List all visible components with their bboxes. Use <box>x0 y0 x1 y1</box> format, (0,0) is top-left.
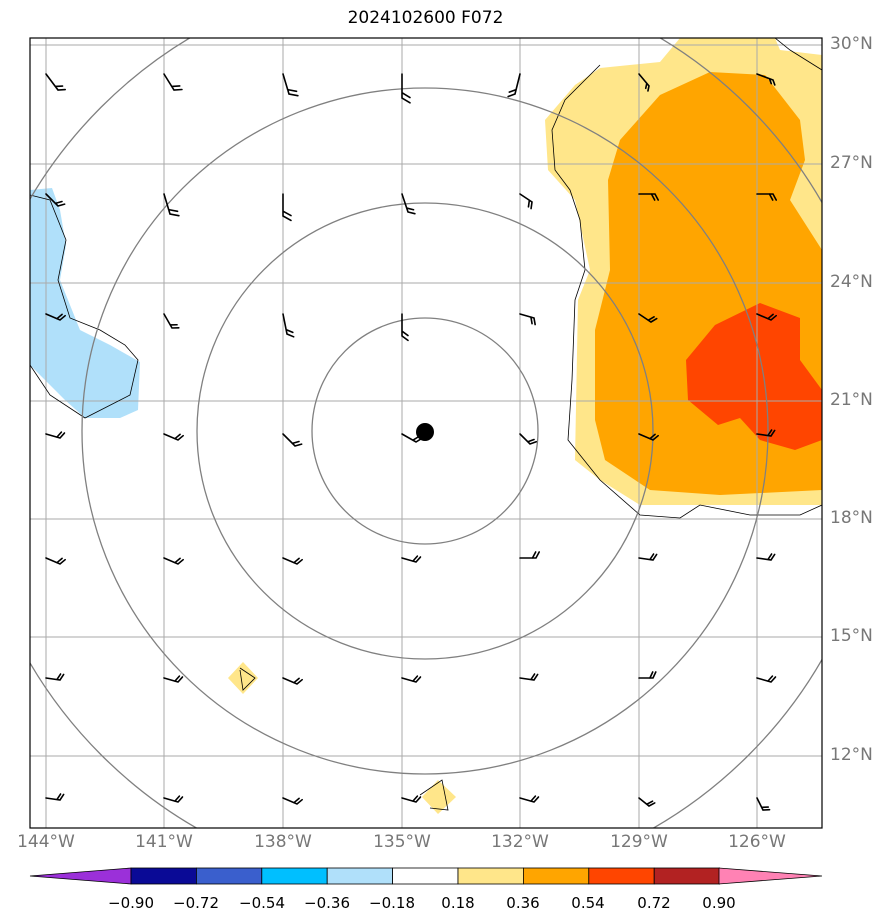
graticule <box>30 38 822 828</box>
colorbar-tick-label: −0.36 <box>304 894 350 912</box>
colorbar-segment <box>588 867 655 885</box>
lon-label: 129°W <box>610 832 668 852</box>
wind-barb <box>163 795 184 803</box>
wind-barb <box>45 431 66 439</box>
colorbar-tick-label: 0.36 <box>506 894 540 912</box>
colorbar-tick-label: −0.54 <box>239 894 285 912</box>
colorbar <box>29 867 823 885</box>
range-rings <box>30 38 822 828</box>
storm-center-marker <box>416 423 434 441</box>
colorbar-segment <box>653 867 721 885</box>
lon-label: 141°W <box>135 832 193 852</box>
colorbar-tick-label: 0.18 <box>441 894 475 912</box>
wind-barb <box>401 193 416 215</box>
wind-barb <box>45 313 66 321</box>
colorbar-segment <box>29 867 132 885</box>
wind-barb <box>163 73 183 91</box>
lon-label: 135°W <box>373 832 431 852</box>
wind-barb <box>756 553 776 561</box>
wind-barb <box>756 675 777 683</box>
wind-barb <box>638 73 650 92</box>
wind-barb <box>163 675 184 683</box>
wind-barb <box>519 673 539 681</box>
wind-barb <box>45 557 66 565</box>
wind-barb <box>519 551 540 559</box>
wind-barb <box>638 671 657 679</box>
lat-label: 15°N <box>830 626 873 646</box>
contour-lines <box>30 38 822 811</box>
wind-barb <box>282 313 295 338</box>
wind-barb <box>756 73 776 86</box>
lon-label: 126°W <box>728 832 786 852</box>
wind-barb <box>401 675 422 683</box>
colorbar-tick-label: −0.18 <box>369 894 415 912</box>
lat-label: 24°N <box>830 272 873 292</box>
wind-barbs <box>45 73 777 811</box>
colorbar-segment <box>457 867 524 885</box>
wind-barb <box>163 313 180 329</box>
wind-barb <box>45 73 66 91</box>
wind-barb <box>401 555 422 563</box>
range-ring-3 <box>81 87 769 775</box>
wind-barb <box>638 193 659 201</box>
lon-label: 144°W <box>17 832 75 852</box>
wind-barb <box>282 677 303 685</box>
lat-label: 27°N <box>830 153 873 173</box>
map-panel <box>29 37 823 829</box>
colorbar-tick-label: −0.90 <box>108 894 154 912</box>
colorbar-segment <box>195 867 263 885</box>
wind-barb <box>45 793 65 801</box>
wind-barb <box>638 433 659 441</box>
wind-barb <box>401 795 422 803</box>
lat-label: 18°N <box>830 508 873 528</box>
wind-barb <box>282 193 292 222</box>
lat-label: 21°N <box>830 390 873 410</box>
wind-barb <box>519 313 536 326</box>
wind-barb <box>163 557 184 565</box>
map-title: 2024102600 F072 <box>347 8 504 28</box>
wind-barb <box>507 73 521 98</box>
wind-barb <box>401 313 409 342</box>
range-ring-2 <box>196 202 654 660</box>
negative-anomaly-region <box>30 188 140 418</box>
wind-barb <box>282 557 303 565</box>
map-frame <box>29 37 823 829</box>
colorbar-tick-label: 0.72 <box>637 894 671 912</box>
wind-barb <box>45 193 66 207</box>
positive-anomaly-region <box>228 38 822 814</box>
lon-label: 132°W <box>491 832 549 852</box>
wind-barb <box>519 433 538 445</box>
wind-barb <box>756 797 771 811</box>
wind-barb <box>519 795 540 803</box>
wind-barb <box>638 797 656 807</box>
colorbar-segment <box>523 867 590 885</box>
wind-barb <box>45 673 65 681</box>
lat-label: 30°N <box>830 34 873 54</box>
wind-barb <box>282 433 303 447</box>
colorbar-segment <box>326 867 394 885</box>
wind-barb <box>282 797 303 805</box>
colorbar-segment <box>130 867 197 885</box>
wind-barb <box>638 553 658 561</box>
wind-barb <box>638 313 658 323</box>
colorbar-tick-label: 0.90 <box>702 894 736 912</box>
wind-barb <box>756 193 777 201</box>
colorbar-segment <box>718 867 823 885</box>
colorbar-segment <box>261 867 328 885</box>
range-ring-1 <box>311 317 539 545</box>
colorbar-segment <box>392 867 459 885</box>
wind-barb <box>519 193 533 210</box>
wind-barb <box>163 433 184 441</box>
colorbar-tick-label: 0.54 <box>571 894 605 912</box>
colorbar-tick-label: −0.72 <box>173 894 219 912</box>
lon-label: 138°W <box>254 832 312 852</box>
wind-barb <box>401 73 411 104</box>
wind-barb <box>756 429 776 437</box>
lat-label: 12°N <box>830 745 873 765</box>
wind-barb <box>282 73 299 97</box>
wind-barb <box>163 193 180 217</box>
wind-barb <box>756 313 777 321</box>
